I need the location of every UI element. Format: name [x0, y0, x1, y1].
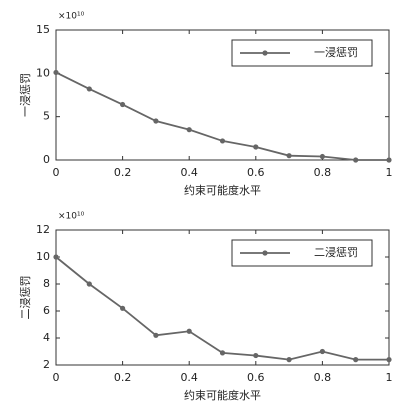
y-tick-label: 2	[43, 358, 50, 371]
exponent-label: ×10¹⁰	[58, 12, 85, 22]
x-tick-label: 0.6	[247, 166, 265, 179]
x-tick-label: 1	[386, 166, 393, 179]
x-tick-label: 1	[386, 371, 393, 384]
x-tick-label: 0	[53, 371, 60, 384]
legend-label: 二浸惩罚	[314, 246, 358, 259]
data-point	[353, 357, 359, 363]
x-tick-label: 0.2	[114, 371, 132, 384]
y-tick-label: 5	[43, 110, 50, 123]
x-tick-label: 0.8	[314, 166, 332, 179]
data-point	[353, 157, 359, 163]
data-point	[319, 153, 325, 160]
x-tick-label: 0.4	[180, 166, 198, 179]
x-tick-label: 0.2	[114, 166, 132, 179]
data-point	[286, 153, 292, 159]
data-point	[120, 305, 126, 311]
y-tick-label: 10	[36, 250, 50, 263]
data-point	[253, 144, 259, 150]
x-tick-label: 0.6	[247, 371, 265, 384]
data-point	[53, 69, 59, 76]
data-point	[186, 328, 192, 334]
y-tick-label: 4	[43, 331, 50, 344]
data-point	[86, 281, 92, 287]
legend-label: 一浸惩罚	[314, 46, 358, 59]
data-point	[153, 118, 159, 124]
plot-frame	[55, 229, 390, 366]
y-tick-label: 12	[36, 223, 50, 236]
plot-frame	[55, 29, 390, 161]
y-tick-label: 10	[36, 66, 50, 79]
data-point	[86, 86, 92, 92]
data-point	[120, 101, 126, 108]
exponent-label: ×10¹⁰	[58, 212, 85, 222]
data-point	[253, 352, 259, 359]
data-point	[53, 254, 59, 260]
x-axis-title: 约束可能度水平	[184, 388, 261, 402]
x-tick-label: 0.8	[314, 371, 332, 384]
series-line	[55, 71, 389, 161]
data-point	[186, 127, 192, 133]
data-point	[219, 138, 226, 144]
legend-marker	[262, 50, 268, 56]
y-axis-title: 二浸惩罚	[19, 276, 32, 320]
data-point	[286, 357, 292, 363]
y-tick-label: 15	[36, 23, 50, 36]
y-axis-title: 一浸惩罚	[19, 73, 32, 117]
data-point	[319, 348, 325, 355]
data-point	[386, 357, 392, 363]
data-point	[153, 332, 159, 338]
data-point	[219, 350, 226, 356]
x-axis-title: 约束可能度水平	[184, 183, 261, 197]
data-point	[386, 157, 392, 163]
x-tick-label: 0.4	[180, 371, 198, 384]
y-tick-label: 6	[43, 304, 50, 317]
x-tick-label: 0	[53, 166, 60, 179]
y-tick-label: 0	[43, 153, 50, 166]
series-line	[55, 256, 389, 361]
legend-marker	[262, 250, 268, 256]
y-tick-label: 8	[43, 277, 50, 290]
